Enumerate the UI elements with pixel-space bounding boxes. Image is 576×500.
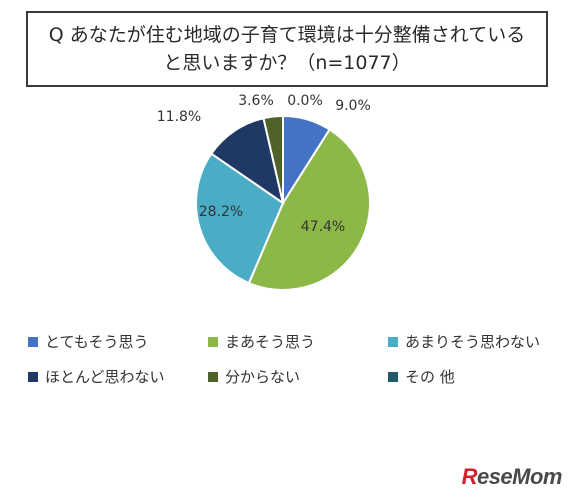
chart-title: Q あなたが住む地域の子育て環境は十分整備されていると思いますか？（n=1077… xyxy=(48,24,526,74)
legend-swatch-5 xyxy=(208,371,218,382)
pie-slice-5 xyxy=(262,114,284,204)
slice-label-3: 28.2% xyxy=(199,204,243,220)
legend-item-4: ほとんど思わない xyxy=(28,366,208,387)
legend-label-2: まあそう思う xyxy=(225,333,316,351)
legend-item-1: とてもそう思う xyxy=(28,331,208,352)
resemom-logo: ReseMom xyxy=(461,464,563,489)
slice-label-1: 9.0% xyxy=(335,98,371,114)
legend-label-3: あまりそう思わない xyxy=(405,333,541,351)
pie-slice-2 xyxy=(247,128,371,291)
legend-swatch-2 xyxy=(208,336,218,347)
slice-label-4: 11.8% xyxy=(157,109,201,125)
legend-label-4: ほとんど思わない xyxy=(45,368,165,386)
legend-swatch-3 xyxy=(388,336,398,347)
legend-item-5: 分からない xyxy=(208,366,388,387)
legend-item-6: その 他 xyxy=(388,366,568,387)
legend-label-6: その 他 xyxy=(405,368,455,386)
chart-legend: とてもそう思う まあそう思う あまりそう思わないほとんど思わない 分からない その 他 xyxy=(28,331,568,387)
chart-title-box: Q あなたが住む地域の子育て環境は十分整備されていると思いますか？（n=1077… xyxy=(26,11,548,87)
legend-item-2: まあそう思う xyxy=(208,331,388,352)
legend-item-3: あまりそう思わない xyxy=(388,331,568,352)
slice-label-6: 0.0% xyxy=(287,93,323,109)
legend-label-1: とてもそう思う xyxy=(45,333,149,351)
legend-swatch-1 xyxy=(28,336,38,347)
pie-slice-4 xyxy=(209,117,285,206)
pie-slice-3 xyxy=(195,152,285,285)
legend-label-5: 分からない xyxy=(225,368,301,386)
legend-swatch-6 xyxy=(388,371,398,382)
legend-swatch-4 xyxy=(28,371,38,382)
slice-label-2: 47.4% xyxy=(301,219,345,235)
slice-label-5: 3.6% xyxy=(238,93,274,109)
